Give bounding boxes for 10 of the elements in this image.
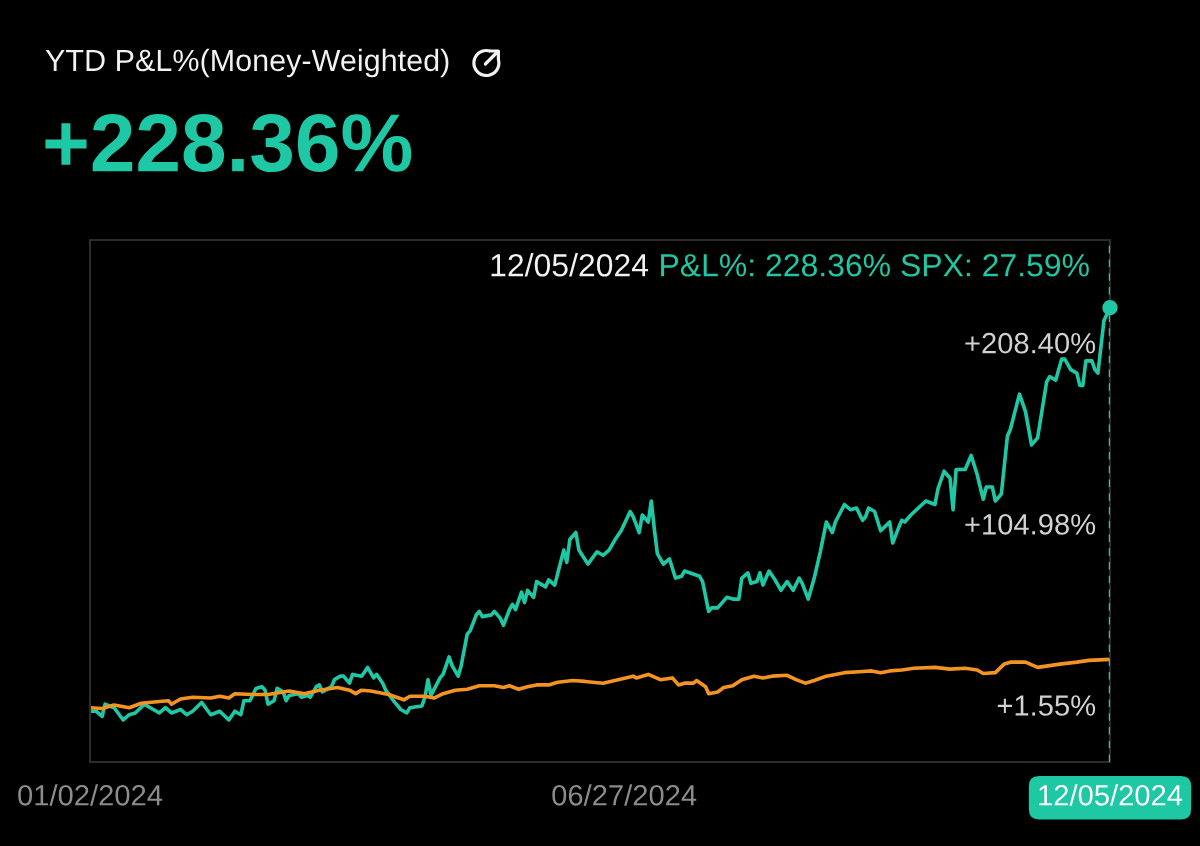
x-tick-label: 01/02/2024: [18, 784, 163, 806]
chart-subtitle: +228.36%: [45, 113, 412, 173]
y-tick-label: +208.40%: [965, 332, 1096, 354]
annotation: P&L%: 228.36% SPX: 27.59%: [661, 253, 1089, 277]
chart-title: YTD P&L%(Money-Weighted): [45, 48, 449, 78]
x-tick-label: 06/27/2024: [552, 784, 697, 806]
x-tick-label: 12/05/2024: [1039, 784, 1183, 806]
y-tick-label: +1.55%: [997, 695, 1096, 716]
annotation: 12/05/2024: [491, 253, 649, 277]
y-tick-label: +104.98%: [965, 514, 1096, 535]
